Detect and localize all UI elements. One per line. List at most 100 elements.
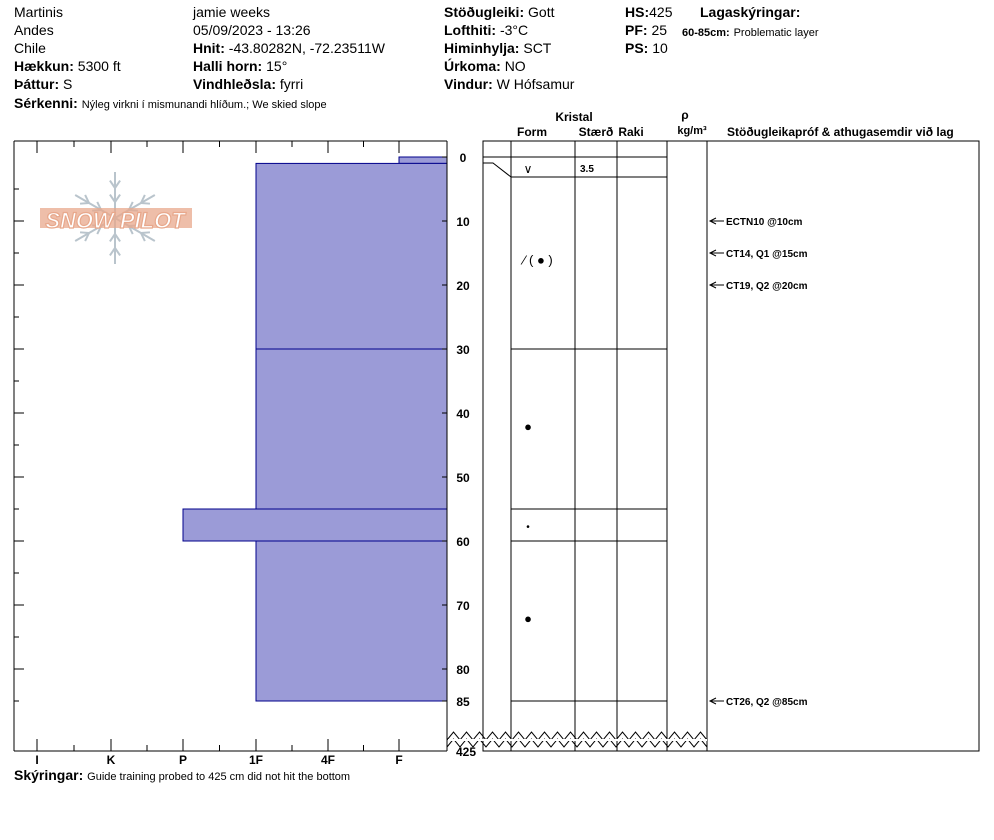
snowflake-branch [79, 231, 90, 234]
stability-label: Stöðugleiki: [444, 4, 525, 20]
layer-note-text: Problematic layer [733, 27, 819, 39]
hardness-bar [398, 156, 448, 164]
elevation: Hækkun: 5300 ft [14, 58, 121, 74]
logo-banner [40, 208, 192, 228]
crystal-header: Kristal [555, 110, 592, 124]
sky-label: Himinhylja: [444, 40, 520, 56]
wind-loading-label: Vindhleðsla: [193, 76, 276, 92]
air-temp-value: -3°C [499, 22, 529, 38]
coordinates: Hnit: -43.80282N, -72.23511W [193, 40, 385, 56]
slope-label: Halli horn: [193, 58, 263, 74]
ps-label: PS: [625, 40, 649, 56]
ps-value: 10 [652, 40, 668, 56]
footer-notes: Skýringar: Guide training probed to 425 … [14, 767, 350, 785]
logo-text: SNOW PILOT [45, 208, 186, 233]
crystal-form-symbol: ● [524, 419, 532, 434]
crystal-form-symbol: • [526, 522, 530, 533]
location-name: Martinis [14, 4, 64, 20]
layer-note-range: 60-85cm: [682, 27, 730, 39]
snowflake-branch [84, 194, 90, 204]
table-frame [482, 140, 980, 752]
coords-label: Hnit: [193, 40, 225, 56]
comments-header: Stöðugleikapróf & athugasemdir við lag [727, 125, 954, 139]
hardness-tick-label: K [107, 753, 116, 767]
snowflake-branch [114, 233, 121, 242]
crystal-form-symbol: ⁄ ( ● ) [520, 252, 553, 267]
air-temperature: Lofthiti: -3°C [444, 22, 528, 38]
precipitation: Úrkoma: NO [444, 58, 526, 74]
snowflake-branch [114, 247, 121, 256]
footer-notes-value: Guide training probed to 425 cm did not … [87, 771, 351, 783]
hs-label: HS: [625, 4, 650, 20]
slope-value: 15° [266, 58, 288, 74]
test-arrow-head [708, 697, 717, 705]
aspect-value: S [63, 76, 73, 92]
depth-break-upper [446, 731, 708, 741]
elevation-label: Hækkun: [14, 58, 74, 74]
elevation-value: 5300 ft [77, 58, 121, 74]
surface-connector [483, 162, 512, 178]
hardness-tick-label: 4F [321, 753, 335, 767]
layer-note: 60-85cm: Problematic layer [682, 23, 819, 41]
density-unit: kg/m³ [677, 125, 707, 137]
slope-angle: Halli horn: 15° [193, 58, 287, 74]
wind-loading: Vindhleðsla: fyrri [193, 76, 303, 92]
hs-value: 425 [649, 4, 673, 20]
moisture-header: Raki [618, 125, 643, 139]
form-header: Form [517, 125, 547, 139]
hardness-tick-label: 1F [249, 753, 263, 767]
crystal-size-label: 3.5 [580, 164, 594, 175]
layer-notes-label: Lagaskýringar: [700, 4, 801, 20]
density-symbol: ρ [681, 108, 688, 122]
precip-label: Úrkoma: [444, 58, 501, 74]
hardness-bar [255, 540, 448, 702]
snowflake-branch [79, 202, 90, 205]
hardness-tick-label: I [35, 753, 38, 767]
break-gap [448, 739, 707, 741]
depth-total-label: 425 [456, 745, 476, 759]
snowflake-branch [140, 231, 151, 234]
test-arrow-head [708, 249, 717, 257]
snowflake-branch [114, 194, 121, 203]
depth-tick-label: 50 [456, 471, 470, 485]
footer-notes-label: Skýringar: [14, 767, 84, 783]
aspect: Þáttur: S [14, 76, 72, 92]
snowflake-branch [84, 232, 90, 242]
stability-value: Gott [528, 4, 555, 20]
snowflake-branch [140, 202, 151, 205]
sky-cover: Himinhylja: SCT [444, 40, 551, 56]
features-value: Nýleg virkni í mismunandi hlíðum.; We sk… [81, 99, 327, 111]
test-arrow-head [708, 217, 717, 225]
size-header: Stærð [579, 125, 614, 139]
test-label: CT14, Q1 @15cm [726, 249, 808, 260]
features-label: Sérkenni: [14, 95, 78, 111]
depth-tick-label: 0 [460, 151, 467, 165]
hardness-tick-label: F [395, 753, 402, 767]
snowpilot-logo: SNOW PILOT [40, 172, 192, 264]
sky-value: SCT [523, 40, 552, 56]
range-name: Andes [14, 22, 54, 38]
wind: Vindur: W Hófsamur [444, 76, 574, 92]
country-name: Chile [14, 40, 46, 56]
snowflake-branch [140, 194, 146, 204]
depth-tick-label: 70 [456, 599, 470, 613]
depth-tick-label: 80 [456, 663, 470, 677]
aspect-label: Þáttur: [14, 76, 60, 92]
test-label: CT19, Q2 @20cm [726, 281, 808, 292]
air-temp-label: Lofthiti: [444, 22, 497, 38]
wind-value: W Hófsamur [496, 76, 575, 92]
depth-tick-label: 60 [456, 535, 470, 549]
snowflake-branch [140, 232, 146, 242]
pf-value: 25 [651, 22, 668, 38]
hardness-bar [255, 348, 448, 510]
hardness-bar [255, 162, 448, 350]
test-arrow-head [708, 281, 717, 289]
depth-tick-label: 10 [456, 215, 470, 229]
coords-value: -43.80282N, -72.23511W [228, 40, 385, 56]
depth-tick-label: 30 [456, 343, 470, 357]
snowflake-branch [109, 233, 116, 242]
depth-tick-label: 85 [456, 695, 470, 709]
stability: Stöðugleiki: Gott [444, 4, 554, 20]
snowflake-branch [109, 194, 116, 203]
